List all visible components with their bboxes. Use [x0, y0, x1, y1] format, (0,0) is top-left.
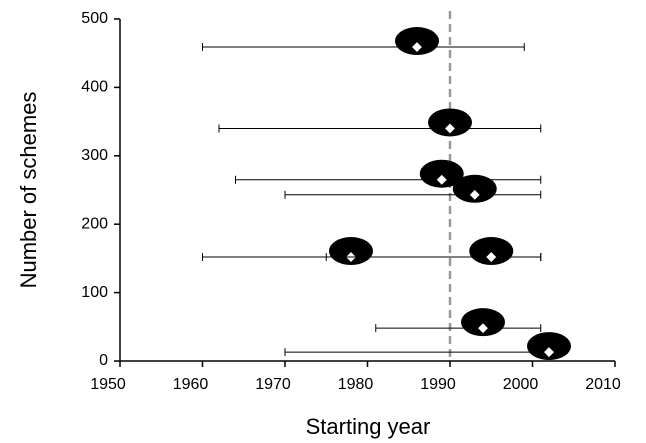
x-tick-label: 2000	[503, 376, 539, 393]
point	[475, 321, 491, 336]
y-tick-label: 100	[81, 284, 108, 301]
point	[434, 172, 449, 187]
x-tick-label: 1950	[90, 376, 126, 393]
point	[484, 249, 499, 265]
y-tick-label: 400	[81, 79, 108, 96]
x-tick-label: 1990	[420, 376, 456, 393]
y-tick-label: 300	[81, 147, 108, 164]
x-tick-label: 1980	[338, 376, 374, 393]
x-tick-label: 1970	[255, 376, 291, 393]
point	[442, 121, 458, 136]
x-tick-label: 1960	[173, 376, 209, 393]
x-tick-label: 2010	[585, 376, 621, 393]
y-tick-label: 500	[81, 10, 108, 27]
y-tick-label: 200	[81, 215, 108, 232]
point	[409, 39, 425, 55]
x-axis-title: Starting year	[306, 414, 431, 439]
point	[541, 345, 557, 360]
y-axis-title: Number of schemes	[16, 92, 41, 289]
point	[467, 187, 482, 202]
y-tick-label: 0	[99, 352, 108, 369]
